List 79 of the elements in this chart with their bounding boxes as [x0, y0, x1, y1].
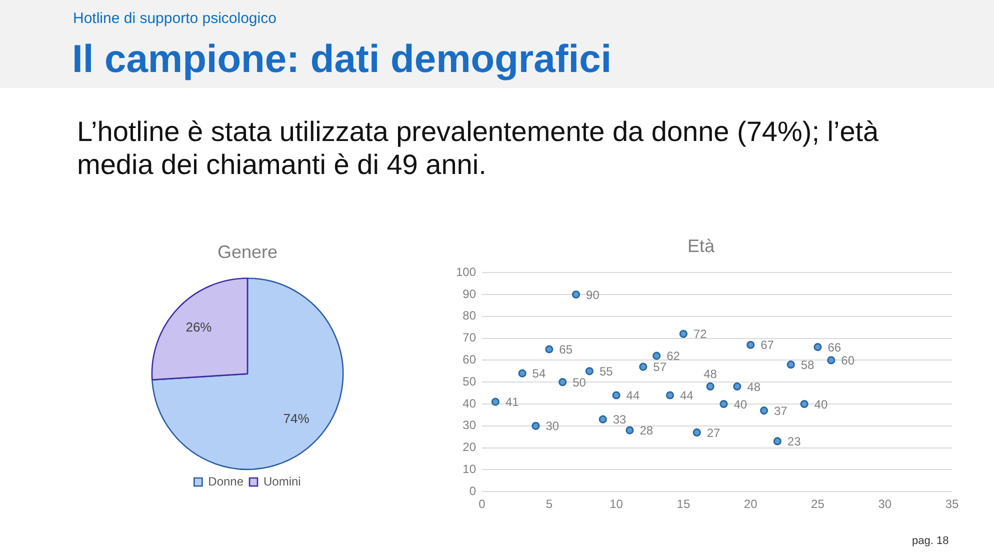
- data-label: 37: [774, 404, 788, 418]
- data-label: 28: [640, 424, 654, 438]
- data-label: 40: [814, 397, 828, 412]
- data-label: 27: [706, 426, 721, 440]
- x-tick-label: 30: [878, 497, 892, 512]
- data-label: 67: [760, 338, 774, 352]
- y-tick-label: 30: [462, 418, 476, 432]
- data-label: 62: [666, 349, 680, 364]
- chart-title: Genere: [217, 242, 278, 262]
- text: pag. 18: [912, 535, 949, 547]
- y-tick-label: 0: [469, 484, 476, 498]
- data-label: 23: [787, 434, 802, 449]
- text: L’hotline è stata utilizzata prevalentemente da donne (74%); l’età media dei chiamanti è di 49 anni.: [77, 115, 880, 181]
- point: [733, 382, 742, 391]
- point: [773, 437, 782, 446]
- legend-label: Uomini: [264, 474, 301, 488]
- data-label: 72: [693, 327, 708, 342]
- point: [518, 369, 526, 378]
- x-tick-label: 0: [478, 497, 486, 512]
- data-label: 48: [747, 380, 761, 394]
- point: [814, 343, 822, 352]
- data-label: 74%: [283, 411, 310, 426]
- data-label: 44: [626, 388, 640, 403]
- point: [706, 382, 714, 391]
- x-tick-label: 20: [744, 497, 758, 512]
- x-tick-label: 25: [811, 497, 825, 512]
- y-tick-label: 80: [462, 308, 476, 323]
- data-label: 26%: [186, 320, 212, 335]
- data-label: 90: [586, 288, 600, 302]
- x-tick-label: 15: [676, 497, 690, 512]
- point: [692, 428, 701, 437]
- point: [760, 406, 768, 415]
- point: [679, 330, 688, 338]
- point: [720, 400, 728, 408]
- y-tick-label: 10: [462, 462, 476, 476]
- data-label: 33: [612, 412, 627, 427]
- text: Il campione: dati demografici: [72, 37, 612, 83]
- point: [572, 290, 580, 299]
- point: [545, 345, 554, 354]
- data-label: 65: [559, 342, 573, 357]
- data-label: 54: [532, 366, 546, 381]
- data-label: 41: [505, 395, 520, 410]
- point: [585, 367, 594, 376]
- y-tick-label: 60: [462, 352, 476, 367]
- data-label: 66: [828, 340, 842, 354]
- data-label: 44: [680, 388, 694, 403]
- data-label: 60: [841, 354, 855, 368]
- y-tick-label: 70: [462, 330, 476, 345]
- x-tick-label: 10: [610, 497, 624, 512]
- point: [786, 360, 795, 369]
- point: [532, 422, 540, 430]
- point: [598, 415, 607, 424]
- text: Hotline di supporto psicologico: [73, 10, 276, 27]
- legend-label: Donne: [208, 474, 244, 488]
- x-tick-label: 35: [945, 497, 959, 512]
- point: [652, 352, 661, 360]
- data-label: 30: [546, 419, 560, 434]
- point: [626, 426, 634, 434]
- data-label: 55: [599, 364, 614, 378]
- point: [639, 362, 648, 371]
- y-tick-label: 90: [462, 286, 476, 301]
- x-tick-label: 5: [546, 497, 553, 512]
- point: [800, 400, 808, 408]
- y-tick-label: 100: [456, 264, 476, 279]
- point: [746, 340, 755, 349]
- point: [558, 378, 567, 386]
- point: [666, 391, 674, 400]
- point: [612, 391, 620, 400]
- y-tick-label: 40: [462, 396, 476, 410]
- data-label: 48: [704, 366, 718, 381]
- data-label: 57: [653, 360, 667, 374]
- chart-title: Età: [687, 236, 716, 256]
- point: [491, 398, 500, 406]
- data-label: 58: [800, 358, 815, 372]
- data-label: 50: [572, 375, 586, 390]
- data-label: 40: [734, 397, 748, 412]
- y-tick-label: 20: [462, 440, 476, 454]
- point: [827, 356, 836, 364]
- y-tick-label: 50: [462, 374, 476, 388]
